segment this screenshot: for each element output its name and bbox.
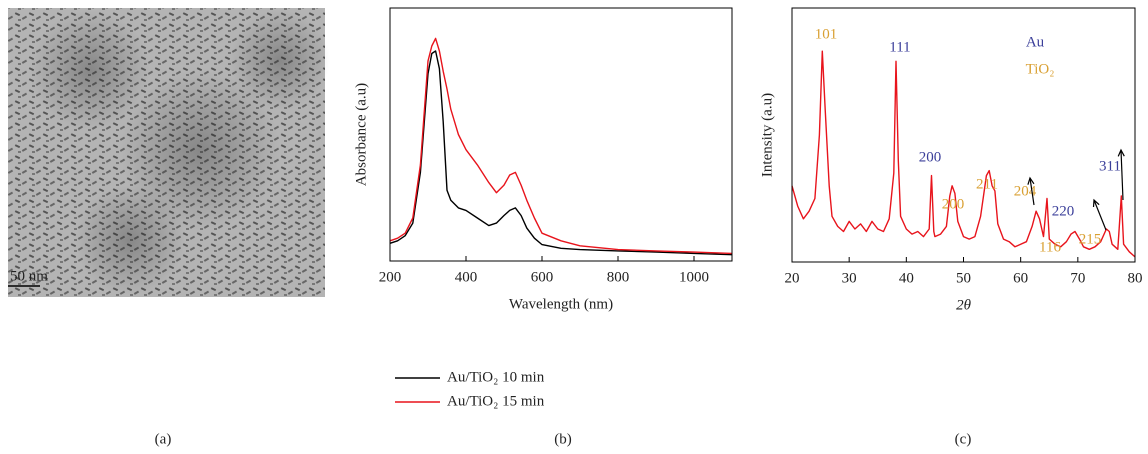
x-axis-label: Wavelength (nm)	[509, 296, 613, 312]
annotation: 200	[942, 196, 965, 212]
x-tick-label: 1000	[679, 269, 709, 285]
annotation: 215	[1079, 231, 1102, 247]
annotation: 311	[1099, 158, 1121, 174]
x-tick-label: 600	[531, 269, 554, 285]
annotation: TiO₂	[1026, 61, 1055, 77]
x-tick-label: 20	[785, 270, 800, 286]
plot-frame	[791, 7, 1136, 263]
data-line	[389, 50, 733, 256]
annotation: 116	[1039, 239, 1061, 255]
arrow-head	[1092, 198, 1100, 208]
x-tick-label: 40	[899, 270, 914, 286]
data-line	[389, 37, 733, 255]
x-tick-label: 60	[1013, 270, 1028, 286]
x-axis-label: 2θ	[956, 297, 972, 313]
annotation: 211	[976, 176, 998, 192]
x-tick-label: 400	[455, 269, 478, 285]
x-tick-label: 70	[1070, 270, 1085, 286]
y-axis-label: Intensity (a.u)	[759, 93, 775, 177]
tem-image: 50 nm	[8, 8, 330, 297]
x-tick-label: 50	[956, 270, 971, 286]
arrow	[1120, 149, 1124, 201]
x-tick-label: 30	[842, 270, 857, 286]
arrow-head	[1027, 176, 1035, 185]
arrow	[1093, 199, 1107, 231]
annotation: 200	[919, 149, 942, 165]
x-tick-label: 200	[379, 269, 402, 285]
annotation: 101	[815, 26, 838, 42]
plot-frame	[389, 7, 733, 262]
caption: (a)	[155, 431, 172, 447]
data-line	[791, 50, 1136, 258]
annotation: 220	[1052, 203, 1075, 219]
legend-label: Au/TiO₂ 10 min	[447, 369, 545, 385]
annotation: 111	[889, 39, 910, 55]
legend-label: Au/TiO₂ 15 min	[447, 393, 545, 409]
x-tick-label: 80	[1128, 270, 1143, 286]
caption: (b)	[554, 431, 572, 447]
arrow	[1029, 177, 1035, 206]
arrow-head	[1117, 148, 1125, 157]
annotation: Au	[1026, 34, 1045, 50]
x-tick-label: 800	[607, 269, 630, 285]
scale-bar: 50 nm	[10, 268, 48, 284]
caption: (c)	[955, 431, 972, 447]
y-axis-label: Absorbance (a.u)	[353, 83, 369, 186]
